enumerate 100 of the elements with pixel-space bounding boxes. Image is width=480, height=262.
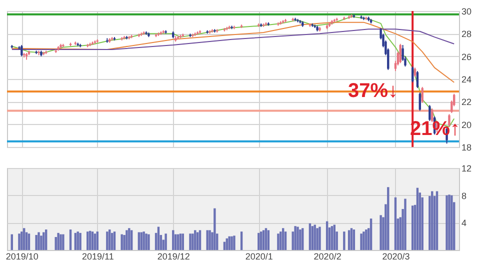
bar bbox=[416, 188, 419, 250]
bar bbox=[110, 232, 114, 250]
candlestick bbox=[411, 66, 414, 83]
bar bbox=[96, 232, 98, 250]
candlestick bbox=[421, 86, 424, 104]
candlestick bbox=[428, 104, 431, 122]
bar bbox=[436, 191, 438, 250]
y-tick-label: 20 bbox=[462, 120, 472, 130]
bar bbox=[314, 224, 316, 250]
bar bbox=[40, 236, 42, 250]
bar bbox=[208, 230, 211, 250]
bar bbox=[108, 230, 111, 250]
bar bbox=[282, 228, 284, 250]
bar bbox=[394, 197, 397, 250]
bar bbox=[44, 230, 48, 250]
y-tick-label: 18 bbox=[462, 142, 472, 152]
bar bbox=[348, 230, 350, 250]
bar bbox=[79, 232, 82, 250]
bar bbox=[333, 224, 336, 250]
bar bbox=[113, 232, 116, 250]
bar bbox=[194, 230, 196, 250]
bar bbox=[277, 234, 280, 250]
bar bbox=[140, 232, 142, 250]
candlestick bbox=[399, 43, 402, 64]
bar bbox=[192, 234, 194, 250]
bar bbox=[176, 234, 180, 250]
y-tick-label: 4 bbox=[462, 218, 467, 228]
bar bbox=[302, 228, 304, 250]
bar bbox=[148, 234, 150, 250]
candlestick bbox=[418, 92, 422, 112]
x-tick-label: 2020/3 bbox=[382, 252, 410, 262]
bar bbox=[352, 230, 356, 250]
bar bbox=[62, 234, 64, 250]
bar bbox=[126, 230, 128, 250]
bar bbox=[267, 230, 270, 250]
bar bbox=[226, 238, 228, 250]
bar bbox=[228, 236, 230, 250]
x-tick-label: 2019/10 bbox=[6, 252, 38, 262]
bar bbox=[299, 230, 302, 250]
bar bbox=[326, 221, 328, 250]
bar bbox=[311, 226, 314, 250]
bar bbox=[362, 232, 365, 250]
y-tick-label: 26 bbox=[462, 52, 472, 62]
y-tick-label: 12 bbox=[462, 164, 472, 174]
bar bbox=[264, 228, 268, 250]
bar bbox=[10, 234, 13, 250]
bar bbox=[60, 234, 62, 250]
bar bbox=[196, 232, 199, 250]
bar bbox=[198, 230, 202, 250]
bar bbox=[431, 191, 434, 250]
bar bbox=[38, 232, 40, 250]
bar bbox=[411, 206, 414, 250]
bar bbox=[318, 226, 321, 250]
bar bbox=[450, 195, 453, 250]
y-tick-label: 30 bbox=[462, 6, 472, 16]
bar bbox=[42, 232, 45, 250]
bar bbox=[57, 232, 60, 250]
bar bbox=[343, 232, 346, 250]
bar bbox=[120, 234, 123, 250]
bar bbox=[387, 187, 390, 250]
bar bbox=[404, 198, 406, 250]
candlestick bbox=[20, 44, 23, 57]
line-series bbox=[11, 28, 455, 50]
bar bbox=[206, 230, 208, 250]
bar bbox=[189, 234, 192, 250]
bar bbox=[370, 218, 372, 250]
bar bbox=[380, 215, 382, 250]
bar bbox=[330, 226, 334, 250]
bar bbox=[76, 232, 79, 250]
bar bbox=[230, 236, 233, 250]
bar bbox=[28, 234, 30, 250]
bar bbox=[446, 195, 448, 250]
bar bbox=[130, 230, 133, 250]
bar bbox=[360, 234, 362, 250]
bar bbox=[157, 226, 160, 250]
bar bbox=[142, 232, 145, 250]
bar bbox=[106, 232, 108, 250]
bar bbox=[128, 228, 130, 250]
bar bbox=[35, 234, 38, 250]
line-series bbox=[11, 22, 455, 83]
bar bbox=[258, 232, 260, 250]
bar bbox=[316, 228, 318, 250]
bar bbox=[91, 232, 94, 250]
x-tick-label: 2019/11 bbox=[82, 252, 114, 262]
bar bbox=[182, 234, 184, 250]
bar bbox=[94, 234, 96, 250]
bar bbox=[294, 226, 296, 250]
y-tick-label: 28 bbox=[462, 29, 472, 40]
y-tick-label: 22 bbox=[462, 97, 472, 108]
bar bbox=[448, 194, 450, 250]
bar bbox=[284, 232, 287, 250]
bar bbox=[25, 232, 28, 250]
x-tick-label: 2019/12 bbox=[157, 252, 190, 262]
bar bbox=[280, 232, 282, 250]
bar bbox=[88, 230, 92, 250]
x-tick-label: 2020/2 bbox=[314, 252, 342, 262]
bar bbox=[260, 232, 262, 250]
bar bbox=[69, 230, 72, 250]
bar bbox=[54, 237, 57, 250]
bar bbox=[86, 232, 89, 250]
